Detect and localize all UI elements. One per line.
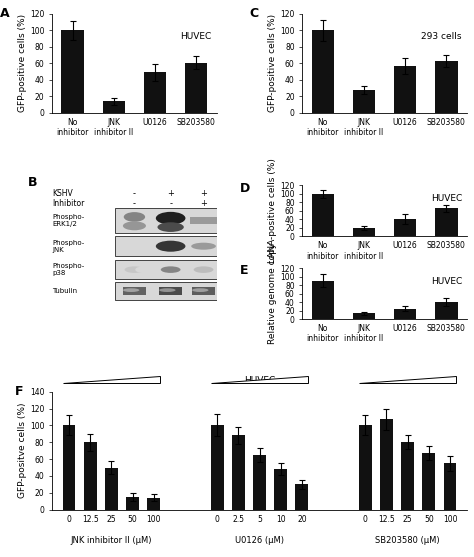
Bar <box>115 260 217 279</box>
Y-axis label: GFP-positve cells (%): GFP-positve cells (%) <box>18 403 27 499</box>
Text: HUVEC: HUVEC <box>431 277 462 286</box>
Text: U0126 (μM): U0126 (μM) <box>235 536 284 545</box>
Ellipse shape <box>125 266 144 273</box>
Bar <box>211 426 224 510</box>
Bar <box>394 219 417 236</box>
Bar <box>102 101 125 113</box>
Bar <box>422 453 435 510</box>
Bar <box>126 497 139 510</box>
Bar <box>311 194 334 236</box>
Y-axis label: LANA-positive cells (%): LANA-positive cells (%) <box>268 158 277 263</box>
Bar <box>192 287 215 295</box>
Bar <box>115 208 217 233</box>
Ellipse shape <box>191 243 216 250</box>
Bar <box>115 236 217 256</box>
Text: Inhibitor: Inhibitor <box>52 199 84 208</box>
Bar <box>159 287 182 295</box>
Bar <box>394 66 417 113</box>
Polygon shape <box>63 376 160 383</box>
Text: F: F <box>15 384 23 398</box>
Polygon shape <box>211 376 308 383</box>
Ellipse shape <box>135 267 147 272</box>
Bar <box>147 498 160 510</box>
Text: HUVEC: HUVEC <box>181 32 212 41</box>
Y-axis label: Relative genome copy: Relative genome copy <box>268 243 277 344</box>
Bar <box>435 61 457 113</box>
Bar <box>84 442 97 510</box>
Text: -: - <box>169 199 172 208</box>
Text: +: + <box>200 199 207 208</box>
Ellipse shape <box>156 212 185 224</box>
Text: D: D <box>240 182 250 195</box>
Bar <box>62 31 84 113</box>
Bar <box>123 287 146 295</box>
Text: -: - <box>133 199 136 208</box>
Bar <box>115 282 217 300</box>
Bar <box>232 436 245 510</box>
Text: E: E <box>240 265 248 277</box>
Ellipse shape <box>159 289 175 292</box>
Ellipse shape <box>124 212 145 222</box>
Text: C: C <box>250 7 259 20</box>
Text: -: - <box>133 189 136 198</box>
Ellipse shape <box>123 289 139 292</box>
Ellipse shape <box>156 241 185 252</box>
Text: +: + <box>200 189 207 198</box>
Text: Phospho-
p38: Phospho- p38 <box>52 263 84 276</box>
Bar <box>444 463 456 510</box>
Bar <box>274 469 287 510</box>
Bar <box>353 90 375 113</box>
Y-axis label: GFP-positive cells (%): GFP-positive cells (%) <box>18 14 27 113</box>
Bar <box>401 442 414 510</box>
Text: SB203580 (μM): SB203580 (μM) <box>375 536 440 545</box>
Bar <box>311 31 334 113</box>
Bar <box>435 208 457 236</box>
Bar <box>185 62 208 113</box>
Ellipse shape <box>161 266 181 273</box>
Bar <box>353 228 375 236</box>
Text: HUVEC: HUVEC <box>244 375 275 384</box>
Bar <box>359 426 372 510</box>
Bar <box>311 281 334 319</box>
Ellipse shape <box>123 221 146 230</box>
Text: Phospho-
JNK: Phospho- JNK <box>52 240 84 253</box>
Bar <box>353 313 375 319</box>
Text: KSHV: KSHV <box>52 189 73 198</box>
Bar <box>380 419 393 510</box>
Text: +: + <box>167 189 174 198</box>
Text: B: B <box>27 176 37 189</box>
Bar <box>253 455 266 510</box>
Text: A: A <box>0 7 9 20</box>
Polygon shape <box>359 376 456 383</box>
Ellipse shape <box>194 266 213 273</box>
Text: HUVEC: HUVEC <box>431 194 462 203</box>
Ellipse shape <box>192 289 209 292</box>
Y-axis label: GFP-positive cells (%): GFP-positive cells (%) <box>268 14 277 113</box>
Bar <box>295 485 308 510</box>
Bar <box>191 217 217 224</box>
Text: Phospho-
ERK1/2: Phospho- ERK1/2 <box>52 214 84 227</box>
Bar <box>394 309 417 319</box>
Bar <box>105 467 118 510</box>
Text: JNK inhibitor II (μM): JNK inhibitor II (μM) <box>71 536 152 545</box>
Ellipse shape <box>157 222 184 232</box>
Bar <box>435 302 457 319</box>
Bar <box>63 426 75 510</box>
Bar <box>144 72 166 113</box>
Text: 293 cells: 293 cells <box>421 32 462 41</box>
Text: Tubulin: Tubulin <box>52 288 77 294</box>
